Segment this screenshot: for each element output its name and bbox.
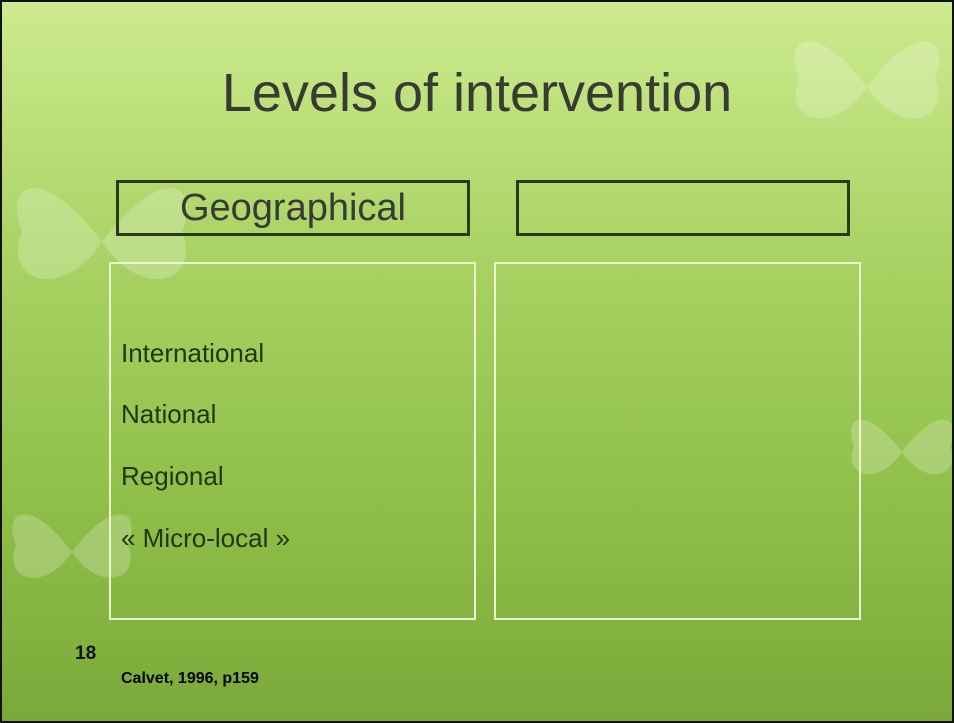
content-panel [494,262,861,620]
column-heading: Geographical [116,180,470,236]
list-item: Regional [121,461,224,492]
citation: Calvet, 1996, p159 [121,670,259,688]
slide: Levels of intervention Geographical Inte… [0,0,954,723]
slide-number: 18 [75,643,96,665]
slide-title: Levels of intervention [2,62,952,124]
content-panel [109,262,476,620]
list-item: « Micro-local » [121,523,290,554]
list-item: International [121,338,264,369]
empty-heading-box [516,180,850,236]
page: {"slide": {"title": "Levels of intervent… [0,0,954,723]
list-item: National [121,399,216,430]
